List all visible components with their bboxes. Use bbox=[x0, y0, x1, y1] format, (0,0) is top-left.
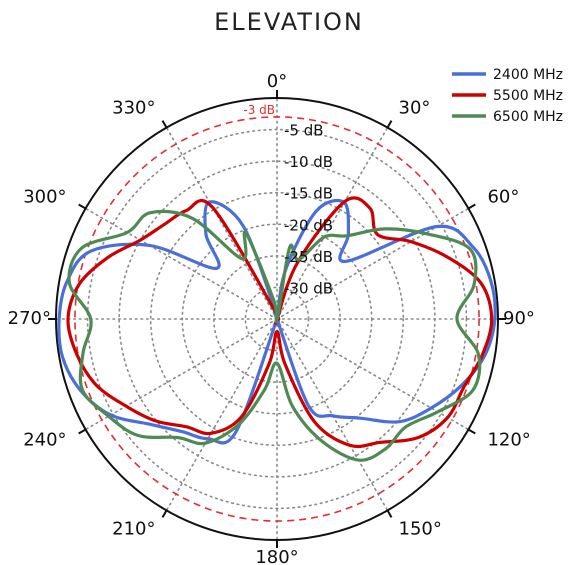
angle-tick-mark bbox=[161, 509, 168, 518]
legend-label-2: 6500 MHz bbox=[493, 109, 563, 125]
angle-tick-label: 0° bbox=[267, 71, 287, 92]
legend-label-1: 5500 MHz bbox=[493, 88, 563, 104]
angle-tick-mark bbox=[78, 428, 87, 435]
angle-tick-mark bbox=[386, 120, 393, 129]
ring-gridline bbox=[86, 128, 468, 510]
radial-gridline bbox=[165, 126, 278, 320]
radial-tick-label: -25 dB bbox=[284, 248, 333, 266]
label-layer: -5 dB -10 dB -15 dB -20 dB -25 dB -30 dB -3 dB… bbox=[8, 71, 535, 565]
angle-tick-label: 60° bbox=[487, 187, 519, 208]
angle-tick-mark bbox=[467, 428, 476, 435]
radial-tick-label: -30 dB bbox=[284, 279, 333, 297]
angle-tick-label: 150° bbox=[399, 518, 442, 539]
series-line-1 bbox=[66, 196, 494, 449]
ring-gridline bbox=[213, 255, 341, 383]
radial-gridline bbox=[276, 318, 470, 431]
reference-ring bbox=[74, 116, 480, 522]
angle-tick-label: 270° bbox=[8, 308, 51, 329]
angle-tick-mark bbox=[386, 509, 393, 518]
angle-tick-label: 90° bbox=[503, 308, 535, 329]
angle-tick-mark bbox=[161, 120, 168, 129]
ring-gridline bbox=[149, 191, 405, 447]
radial-tick-label: -10 dB bbox=[284, 153, 333, 171]
radial-gridline bbox=[165, 318, 278, 512]
ring-gridline bbox=[118, 160, 436, 478]
radial-tick-label: -15 dB bbox=[284, 185, 333, 203]
series-layer bbox=[57, 196, 497, 462]
radial-gridline bbox=[276, 318, 389, 512]
radial-tick-label: -5 dB bbox=[284, 122, 324, 140]
angle-tick-label: 300° bbox=[23, 187, 66, 208]
radial-gridline bbox=[84, 207, 278, 320]
radial-gridline bbox=[276, 126, 389, 320]
grid-layer bbox=[48, 90, 506, 548]
angle-tick-label: 30° bbox=[399, 98, 431, 119]
reference-ring-label: -3 dB bbox=[243, 103, 275, 117]
legend: 2400 MHz 5500 MHz 6500 MHz bbox=[452, 67, 563, 125]
angle-tick-label: 210° bbox=[112, 518, 155, 539]
angle-tick-label: 240° bbox=[23, 430, 66, 451]
angle-tick-label: 180° bbox=[255, 547, 298, 565]
chart-title: ELEVATION bbox=[214, 8, 364, 36]
legend-label-0: 2400 MHz bbox=[493, 67, 563, 83]
ring-gridline bbox=[181, 223, 373, 415]
angle-tick-label: 120° bbox=[487, 430, 530, 451]
ring-gridline bbox=[244, 286, 310, 352]
series-line-2 bbox=[67, 209, 482, 462]
radial-tick-label: -20 dB bbox=[284, 216, 333, 234]
angle-tick-label: 330° bbox=[112, 98, 155, 119]
radial-gridline bbox=[84, 318, 278, 431]
angle-tick-mark bbox=[78, 203, 87, 210]
angle-tick-mark bbox=[467, 203, 476, 210]
